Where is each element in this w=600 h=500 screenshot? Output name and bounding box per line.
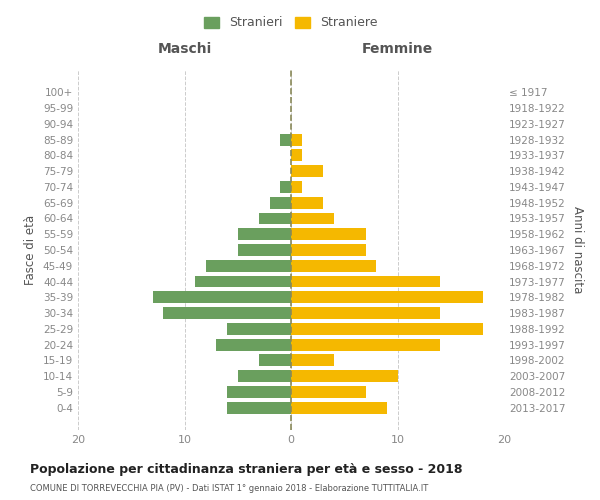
Bar [291,181,302,193]
Bar [270,197,291,208]
Bar [206,260,291,272]
Bar [217,338,291,350]
Bar [259,354,291,366]
Bar [163,307,291,319]
Bar [280,181,291,193]
Bar [259,212,291,224]
Bar [291,307,440,319]
Bar [195,276,291,287]
Bar [291,260,376,272]
Bar [291,402,387,413]
Bar [291,244,365,256]
Bar [291,197,323,208]
Bar [291,150,302,162]
Bar [291,338,440,350]
Bar [291,134,302,145]
Bar [291,165,323,177]
Bar [291,212,334,224]
Bar [238,228,291,240]
Bar [291,386,365,398]
Text: Femmine: Femmine [362,42,433,56]
Bar [291,370,398,382]
Bar [238,370,291,382]
Text: COMUNE DI TORREVECCHIA PIA (PV) - Dati ISTAT 1° gennaio 2018 - Elaborazione TUTT: COMUNE DI TORREVECCHIA PIA (PV) - Dati I… [30,484,428,493]
Bar [238,244,291,256]
Bar [291,228,365,240]
Text: Popolazione per cittadinanza straniera per età e sesso - 2018: Popolazione per cittadinanza straniera p… [30,462,463,475]
Bar [291,276,440,287]
Text: Maschi: Maschi [157,42,212,56]
Bar [227,323,291,335]
Bar [280,134,291,145]
Bar [291,292,483,303]
Bar [227,402,291,413]
Bar [291,354,334,366]
Y-axis label: Fasce di età: Fasce di età [25,215,37,285]
Legend: Stranieri, Straniere: Stranieri, Straniere [199,12,383,34]
Y-axis label: Anni di nascita: Anni di nascita [571,206,584,294]
Bar [152,292,291,303]
Bar [291,323,483,335]
Bar [227,386,291,398]
